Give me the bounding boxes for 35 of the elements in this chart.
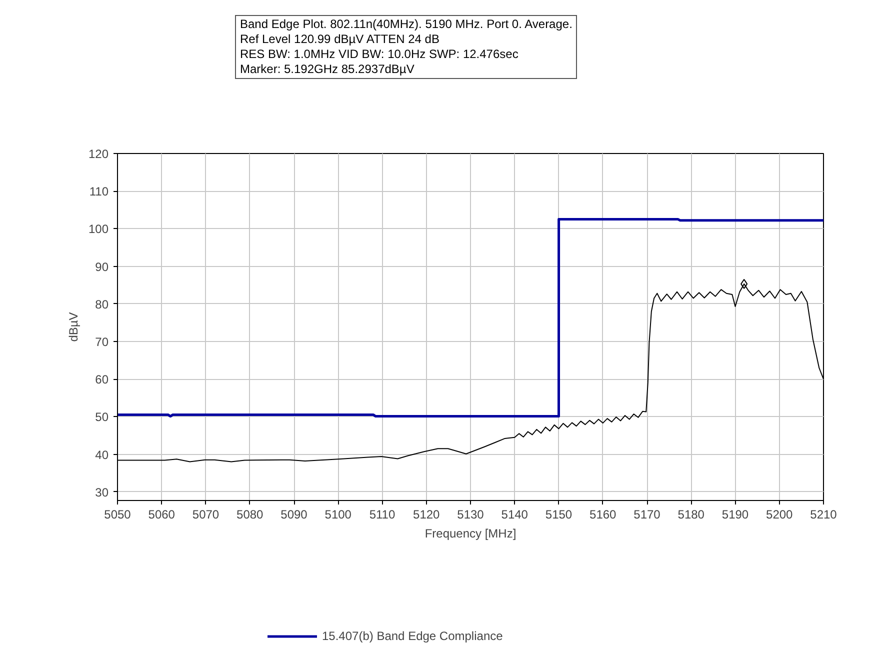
x-tick-label: 5160 xyxy=(590,508,617,522)
x-tick-label: 5190 xyxy=(722,508,749,522)
y-tick-label: 60 xyxy=(95,372,109,387)
y-tick-label: 100 xyxy=(88,222,109,236)
x-tick-label: 5090 xyxy=(280,508,308,522)
x-tick-label: 5170 xyxy=(634,508,661,522)
x-tick-label: 5210 xyxy=(810,508,838,522)
chart-title: Band Edge Plot. 802.11n(40MHz). 5190 MHz. Port 0. Average. xyxy=(240,17,572,31)
y-tick-label: 90 xyxy=(95,260,109,274)
x-axis-title: Frequency [MHz] xyxy=(424,526,516,540)
y-tick-label: 40 xyxy=(95,448,109,462)
x-tick-label: 5150 xyxy=(545,508,572,522)
line-series xyxy=(118,218,824,418)
text: Marker: 5.192GHz 85.2937dBµV xyxy=(240,62,414,76)
y-tick-label: 120 xyxy=(88,147,109,161)
x-tick-label: 5200 xyxy=(766,508,794,522)
x-tick-label: 5050 xyxy=(104,508,132,522)
x-tick-label: 5060 xyxy=(148,508,176,522)
x-tick-label: 5080 xyxy=(236,508,264,522)
text: Ref Level 120.99 dBµV ATTEN 24 dB xyxy=(240,32,440,46)
y-tick-label: 80 xyxy=(95,297,109,312)
legend-label: 15.407(b) Band Edge Compliance xyxy=(322,629,503,643)
x-tick-label: 5100 xyxy=(324,508,352,522)
x-tick-label: 5130 xyxy=(457,508,484,522)
x-tick-label: 5140 xyxy=(501,508,528,522)
text: RES BW: 1.0MHz VID BW: 10.0Hz SWP: 12.476sec xyxy=(240,47,518,61)
y-axis-title: dBµV xyxy=(66,312,80,342)
x-tick-label: 5070 xyxy=(192,508,220,522)
y-tick-label: 70 xyxy=(95,334,109,349)
y-tick-label: 110 xyxy=(89,184,109,199)
y-tick-label: 50 xyxy=(95,410,109,424)
x-tick-label: 5180 xyxy=(678,508,705,522)
y-tick-label: 30 xyxy=(95,485,109,500)
x-tick-label: 5110 xyxy=(369,508,396,522)
x-tick-label: 5120 xyxy=(413,508,440,522)
